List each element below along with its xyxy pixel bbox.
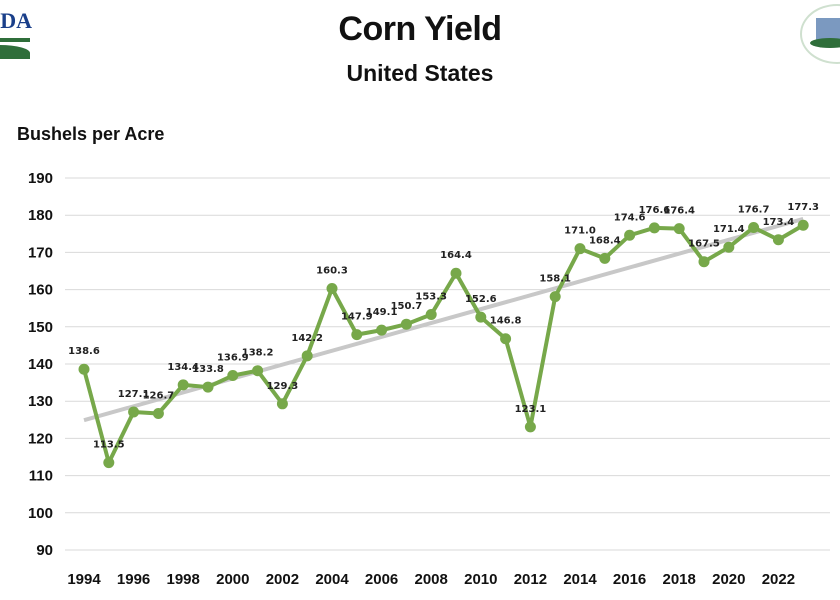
data-point <box>673 223 685 235</box>
data-point <box>475 311 487 323</box>
x-tick-label: 2004 <box>315 571 349 588</box>
x-tick-label: 2016 <box>613 571 646 588</box>
data-label: 160.3 <box>316 265 348 276</box>
data-point <box>78 363 90 375</box>
x-tick-label: 2006 <box>365 571 398 588</box>
y-tick-label: 190 <box>28 170 53 187</box>
data-point <box>624 229 636 241</box>
y-tick-label: 170 <box>28 244 53 261</box>
data-label: 113.5 <box>93 440 125 451</box>
data-point <box>202 381 214 393</box>
data-label: 174.6 <box>614 212 646 223</box>
y-axis-label: Bushels per Acre <box>17 124 165 144</box>
y-tick-label: 100 <box>28 505 53 522</box>
data-point <box>450 267 462 279</box>
data-label: 153.3 <box>415 292 447 303</box>
data-point <box>152 407 164 419</box>
y-tick-label: 120 <box>28 430 53 447</box>
y-tick-label: 160 <box>28 282 53 299</box>
x-tick-label: 1998 <box>167 571 200 588</box>
data-point <box>524 421 536 433</box>
data-label: 134.4 <box>167 362 199 373</box>
data-point <box>326 282 338 294</box>
data-point <box>376 324 388 336</box>
data-point <box>425 309 437 321</box>
data-label: 176.7 <box>738 204 770 215</box>
y-tick-label: 140 <box>28 356 53 373</box>
data-point <box>648 222 660 234</box>
usda-logo: SDA <box>0 8 32 59</box>
chart-title: Corn Yield <box>338 10 502 48</box>
data-point <box>400 318 412 330</box>
data-label: 168.4 <box>589 235 621 246</box>
x-tick-label: 2000 <box>216 571 249 588</box>
data-label: 136.9 <box>217 353 249 364</box>
x-tick-label: 2008 <box>415 571 448 588</box>
data-point <box>103 457 115 469</box>
data-label: 176.6 <box>639 205 671 216</box>
x-tick-label: 1996 <box>117 571 150 588</box>
data-point <box>549 291 561 303</box>
data-label: 167.5 <box>688 239 720 250</box>
data-point <box>797 219 809 231</box>
data-label: 173.4 <box>763 217 795 228</box>
y-tick-label: 90 <box>36 542 53 559</box>
data-point <box>276 398 288 410</box>
data-point <box>599 252 611 264</box>
data-label: 129.3 <box>267 381 299 392</box>
data-label: 146.8 <box>490 316 522 327</box>
data-label: 133.8 <box>192 364 224 375</box>
data-label: 164.4 <box>440 250 472 261</box>
data-label: 147.9 <box>341 312 373 323</box>
y-tick-label: 180 <box>28 207 53 224</box>
data-point <box>574 243 586 255</box>
chart-subtitle: United States <box>346 60 494 86</box>
data-label: 127.1 <box>118 389 150 400</box>
data-point <box>301 350 313 362</box>
data-point <box>772 234 784 246</box>
x-tick-label: 2020 <box>712 571 745 588</box>
x-tick-label: 2010 <box>464 571 497 588</box>
data-label: 150.7 <box>391 301 423 312</box>
data-label: 158.1 <box>539 274 571 285</box>
y-tick-label: 110 <box>29 468 53 485</box>
data-label: 123.1 <box>515 404 547 415</box>
data-label: 138.6 <box>68 346 100 357</box>
x-tick-label: 2022 <box>762 571 795 588</box>
x-tick-label: 1994 <box>67 571 101 588</box>
x-tick-label: 2002 <box>266 571 299 588</box>
data-point <box>723 241 735 253</box>
y-tick-label: 130 <box>28 393 53 410</box>
data-label: 177.3 <box>787 202 819 213</box>
data-label: 171.4 <box>713 224 745 235</box>
data-point <box>128 406 140 418</box>
data-point <box>748 221 760 233</box>
data-point <box>177 379 189 391</box>
data-label: 176.4 <box>663 206 695 217</box>
usda-logo-text: SDA <box>0 8 32 33</box>
data-label: 149.1 <box>366 307 398 318</box>
x-tick-label: 2014 <box>563 571 597 588</box>
data-point <box>252 365 264 377</box>
data-point <box>698 256 710 268</box>
data-label: 152.6 <box>465 294 497 305</box>
data-label: 126.7 <box>143 390 175 401</box>
data-point <box>500 333 512 345</box>
x-tick-label: 2012 <box>514 571 547 588</box>
data-label: 142.2 <box>291 333 323 344</box>
y-tick-label: 150 <box>28 319 53 336</box>
data-point <box>351 329 363 341</box>
x-tick-label: 2018 <box>663 571 696 588</box>
data-label: 171.0 <box>564 226 596 237</box>
data-point <box>227 370 239 382</box>
data-label: 138.2 <box>242 348 274 359</box>
